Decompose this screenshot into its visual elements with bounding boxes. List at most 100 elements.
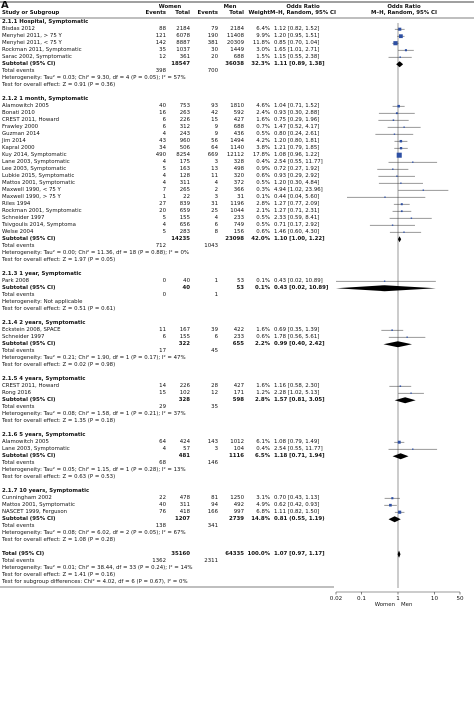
odds-ratio-ci: 0.85 [0.70, 1.04] (274, 40, 320, 46)
men-total: 688 (233, 124, 244, 130)
study-label: Lane 2003, Symptomatic (2, 159, 70, 165)
men-events: 143 (207, 439, 218, 445)
men-total: 1494 (230, 138, 244, 144)
men-total: 1116 (228, 453, 244, 459)
subtotal-diamond (388, 516, 401, 523)
men-events: 8 (214, 229, 218, 235)
study-label: Park 2008 (2, 278, 30, 284)
men-events: 669 (207, 152, 218, 158)
weight-value: 100.0% (247, 551, 270, 557)
weight-value: 32.3% (251, 61, 270, 67)
men-total: 592 (233, 110, 244, 116)
study-label: Alamowitch 2005 (2, 103, 49, 109)
men-total: 11408 (226, 33, 244, 39)
men-total: 53 (237, 278, 244, 284)
odds-ratio-ci: 1.16 [0.58, 2.30] (274, 383, 320, 389)
women-total: 311 (179, 502, 190, 508)
study-label: Mattos 2001, Symptomatic (2, 502, 75, 508)
women-events: 6 (162, 124, 166, 130)
odds-ratio-ci: 0.75 [0.29, 1.96] (274, 117, 320, 123)
women-total: 265 (179, 187, 190, 193)
odds-ratio-ci: 0.70 [0.43, 1.13] (274, 495, 320, 501)
women-events: 1 (162, 194, 166, 200)
odds-ratio-ci: 2.33 [0.59, 8.41] (274, 215, 320, 221)
men-total: 2184 (230, 26, 244, 32)
men-events: 4 (214, 215, 218, 221)
men-events: 3 (214, 159, 218, 165)
study-label: Welse 2004 (2, 229, 34, 235)
statistic-text: Heterogeneity: Tau² = 0.08; Chi² = 1.58,… (2, 411, 186, 417)
subtotal-label: Subtotal (95% CI) (2, 285, 56, 291)
women-total: 128 (179, 173, 190, 179)
odds-ratio-ci: 1.65 [1.01, 2.71] (274, 47, 320, 53)
men-total: 1140 (230, 145, 244, 151)
study-label: Riles 1994 (2, 201, 31, 207)
men-events: 94 (211, 502, 218, 508)
study-label: Guzman 2014 (2, 131, 40, 137)
subtotal-diamond (392, 453, 409, 460)
subgroup-heading: 2.1.7 10 years, Symptomatic (2, 488, 90, 494)
x-tick-label: 50 (456, 596, 464, 602)
women-events: 6 (162, 334, 166, 340)
men-events: 31 (211, 201, 218, 207)
odds-ratio-ci: 1.46 [0.60, 4.30] (274, 229, 320, 235)
study-label: Lubkie 2015, Symptomatic (2, 173, 75, 179)
men-events: 93 (211, 103, 218, 109)
study-label: Maxwell 1990, > 75 Y (2, 194, 61, 200)
study-label: Tsivgoulis 2014, Symptoma (2, 222, 76, 228)
women-total: 656 (179, 222, 190, 228)
panel-label: A (1, 0, 9, 11)
odds-ratio-ci: 0.62 [0.42, 0.93] (274, 502, 320, 508)
weight-value: 9.9% (256, 33, 270, 39)
study-square (399, 56, 401, 58)
study-square (395, 112, 398, 115)
weight-value: 3.0% (256, 47, 270, 53)
statistic-text: Test for overall effect: Z = 1.35 (P = 0… (2, 418, 116, 424)
weight-value: 11.8% (252, 40, 270, 46)
study-square (391, 497, 394, 500)
men-events: 6 (214, 222, 218, 228)
men-total: 1250 (230, 495, 244, 501)
men-total: 328 (233, 159, 244, 165)
header-total-men: Total (229, 10, 244, 16)
men-events: 1043 (204, 243, 218, 249)
header-or-title-right: Odds Ratio (387, 4, 421, 10)
women-events: 64 (159, 439, 166, 445)
odds-ratio-ci: 0.71 [0.17, 2.92] (274, 222, 320, 228)
women-events: 712 (155, 243, 166, 249)
study-label: CREST 2011, Howard (2, 117, 60, 123)
women-events: 7 (162, 187, 166, 193)
women-events: 5 (162, 215, 166, 221)
women-events: 0 (162, 292, 166, 298)
men-events: 1 (214, 292, 218, 298)
statistic-text: Test for overall effect: Z = 0.02 (P = 0… (2, 362, 116, 368)
women-total: 1207 (174, 516, 190, 522)
men-events: 381 (207, 40, 218, 46)
subgroup-heading: 2.1.4 2 years, Symptomatic (2, 320, 86, 326)
study-square (399, 139, 403, 143)
men-events: 3 (214, 446, 218, 452)
study-square (400, 210, 403, 213)
women-events: 5 (162, 166, 166, 172)
study-square (412, 448, 414, 450)
study-label: Mattos 2001, Symptomatic (2, 180, 75, 186)
subtotal-label: Subtotal (95% CI) (2, 61, 56, 67)
men-events: 190 (207, 33, 218, 39)
study-square (412, 161, 414, 163)
odds-ratio-ci: 1.11 [0.89, 1.38] (274, 61, 325, 67)
subgroup-heading: 2.1.3 1 year, Symptomatic (2, 271, 82, 277)
women-events: 20 (159, 208, 166, 214)
women-events: 138 (155, 523, 166, 529)
women-total: 102 (179, 390, 190, 396)
women-total: 8254 (176, 152, 190, 158)
subtotal-diamond (336, 285, 436, 292)
women-events: 121 (155, 33, 166, 39)
total-events-label: Total events (2, 348, 35, 354)
men-total: 156 (233, 229, 244, 235)
women-total: 424 (179, 439, 190, 445)
statistic-text: Heterogeneity: Tau² = 0.01; Chi² = 38.44… (2, 565, 193, 571)
women-total: 2184 (176, 26, 190, 32)
study-square (396, 175, 398, 177)
women-total: 312 (179, 124, 190, 130)
men-total: 372 (233, 180, 244, 186)
